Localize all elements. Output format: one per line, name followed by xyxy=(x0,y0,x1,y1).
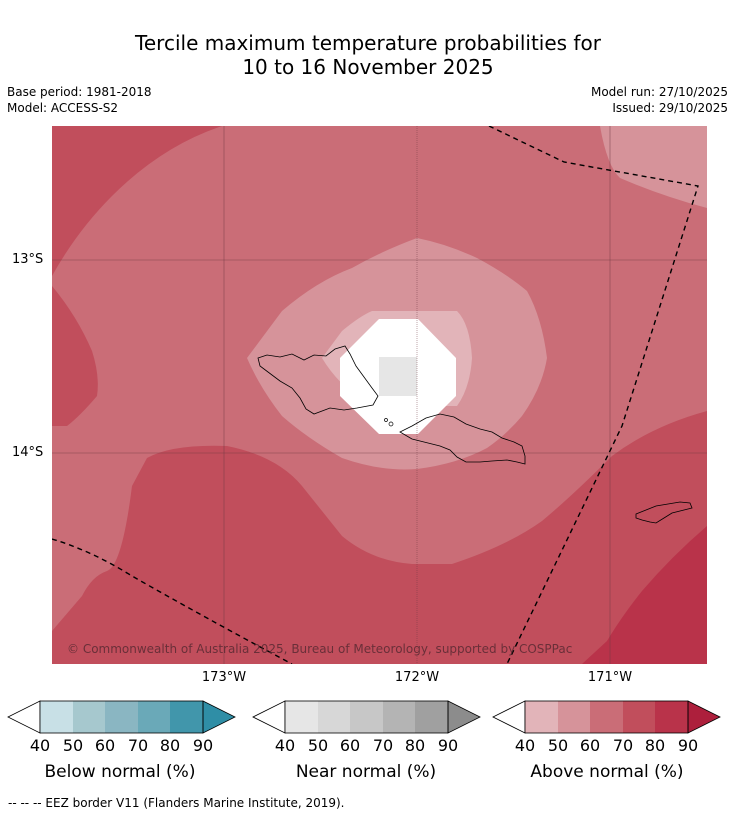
cb-near-label: Near normal (%) xyxy=(295,762,437,782)
cb-near-seg-0 xyxy=(252,700,286,734)
cb-below-tick: 40 xyxy=(29,736,51,755)
contour-80-90-left xyxy=(52,286,98,426)
cb-below-tick: 90 xyxy=(192,736,214,755)
near-normal-cell xyxy=(379,357,417,396)
cb-below-tick: 80 xyxy=(159,736,181,755)
cb-near-seg-1 xyxy=(285,701,318,733)
cb-above-seg-0 xyxy=(492,700,526,734)
probability-map: © Commonwealth of Australia 2025, Bureau… xyxy=(52,126,707,664)
cb-below-tick: 50 xyxy=(62,736,84,755)
cb-near-tick: 40 xyxy=(274,736,296,755)
map-title-line-1: Tercile maximum temperature probabilitie… xyxy=(135,31,601,55)
cb-near-seg-6 xyxy=(447,700,481,734)
copyright-text: © Commonwealth of Australia 2025, Bureau… xyxy=(67,642,572,656)
issued-date: Issued: 29/10/2025 xyxy=(612,101,728,115)
lon-label-171w: 171°W xyxy=(587,670,633,685)
cb-above-tick: 50 xyxy=(547,736,569,755)
cb-near-seg-3 xyxy=(350,701,383,733)
base-period: Base period: 1981-2018 xyxy=(7,85,152,99)
cb-below-seg-1 xyxy=(40,701,73,733)
cb-above-seg-4 xyxy=(623,701,655,733)
colorbar-near-normal xyxy=(252,700,481,734)
model-run: Model run: 27/10/2025 xyxy=(590,85,728,99)
cb-above-seg-1 xyxy=(525,701,558,733)
cb-below-seg-5 xyxy=(170,701,203,733)
apolima-island xyxy=(384,418,388,422)
cb-near-frame xyxy=(284,700,449,734)
contour-80-90-south xyxy=(52,411,707,664)
cb-above-seg-3 xyxy=(590,701,623,733)
colorbar-above-normal xyxy=(492,700,721,734)
cb-above-frame xyxy=(524,700,689,734)
cb-near-seg-5 xyxy=(415,701,448,733)
cb-near-tick: 50 xyxy=(307,736,329,755)
contour-90-plus-south-east xyxy=(582,526,707,664)
cb-above-tick: 90 xyxy=(677,736,699,755)
cb-above-seg-6 xyxy=(687,700,721,734)
contour-60-70-top-right xyxy=(600,126,707,208)
cb-above-tick: 40 xyxy=(514,736,536,755)
cb-below-label: Below normal (%) xyxy=(44,762,196,782)
graticule xyxy=(52,126,707,664)
cb-near-tick: 60 xyxy=(339,736,361,755)
cb-near-tick: 80 xyxy=(404,736,426,755)
eez-border xyxy=(52,126,699,664)
map-canvas: © Commonwealth of Australia 2025, Bureau… xyxy=(52,126,707,664)
map-title-line-2: 10 to 16 November 2025 xyxy=(242,55,494,79)
upolu-island xyxy=(399,413,526,465)
cb-above-seg-2 xyxy=(558,701,590,733)
model-name: Model: ACCESS-S2 xyxy=(7,101,119,115)
cb-below-seg-3 xyxy=(105,701,138,733)
cb-above-seg-5 xyxy=(655,701,688,733)
cb-below-frame xyxy=(39,700,204,734)
colorbar-below-normal xyxy=(7,700,236,734)
cb-above-tick: 80 xyxy=(644,736,666,755)
lat-label-13s: 13°S xyxy=(12,252,44,267)
cb-above-tick: 70 xyxy=(612,736,634,755)
lon-label-173w: 173°W xyxy=(201,670,247,685)
cb-below-seg-2 xyxy=(73,701,105,733)
cb-below-seg-6 xyxy=(202,700,236,734)
savaii-island xyxy=(257,345,379,415)
contour-80-90-top-left xyxy=(52,126,222,276)
cb-near-tick: 90 xyxy=(437,736,459,755)
colorbars xyxy=(7,700,721,734)
eez-border-south-west xyxy=(52,538,293,664)
eez-footnote: -- -- -- EEZ border V11 (Flanders Marine… xyxy=(8,796,345,810)
cb-near-tick: 70 xyxy=(372,736,394,755)
cb-below-tick: 60 xyxy=(94,736,116,755)
cb-near-seg-2 xyxy=(318,701,350,733)
lon-label-172w: 172°W xyxy=(394,670,440,685)
eez-border-east xyxy=(488,126,699,664)
cb-below-tick: 70 xyxy=(127,736,149,755)
cb-above-tick: 60 xyxy=(579,736,601,755)
tutuila-island xyxy=(635,501,693,524)
cb-near-seg-4 xyxy=(383,701,415,733)
lat-label-14s: 14°S xyxy=(12,445,44,460)
cb-above-label: Above normal (%) xyxy=(530,762,684,782)
cb-below-seg-0 xyxy=(7,700,41,734)
manono-island xyxy=(388,421,394,427)
cb-below-seg-4 xyxy=(138,701,170,733)
